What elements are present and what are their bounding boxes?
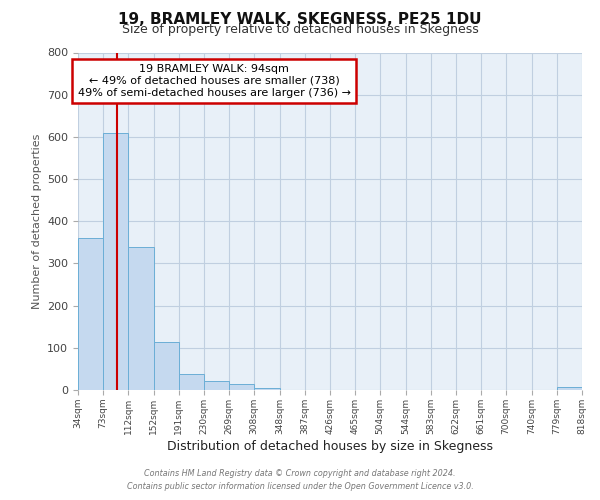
- Text: Contains HM Land Registry data © Crown copyright and database right 2024.
Contai: Contains HM Land Registry data © Crown c…: [127, 470, 473, 491]
- Bar: [128, 246, 154, 390]
- Bar: [103, 132, 128, 390]
- Text: 19 BRAMLEY WALK: 94sqm
← 49% of detached houses are smaller (738)
49% of semi-de: 19 BRAMLEY WALK: 94sqm ← 49% of detached…: [77, 64, 350, 98]
- Text: 19, BRAMLEY WALK, SKEGNESS, PE25 1DU: 19, BRAMLEY WALK, SKEGNESS, PE25 1DU: [118, 12, 482, 28]
- Bar: [204, 380, 229, 390]
- Bar: [229, 384, 254, 390]
- Y-axis label: Number of detached properties: Number of detached properties: [32, 134, 41, 309]
- Bar: [154, 342, 179, 390]
- X-axis label: Distribution of detached houses by size in Skegness: Distribution of detached houses by size …: [167, 440, 493, 452]
- Text: Size of property relative to detached houses in Skegness: Size of property relative to detached ho…: [122, 22, 478, 36]
- Bar: [78, 238, 103, 390]
- Bar: [254, 388, 280, 390]
- Bar: [179, 374, 204, 390]
- Bar: [557, 386, 582, 390]
